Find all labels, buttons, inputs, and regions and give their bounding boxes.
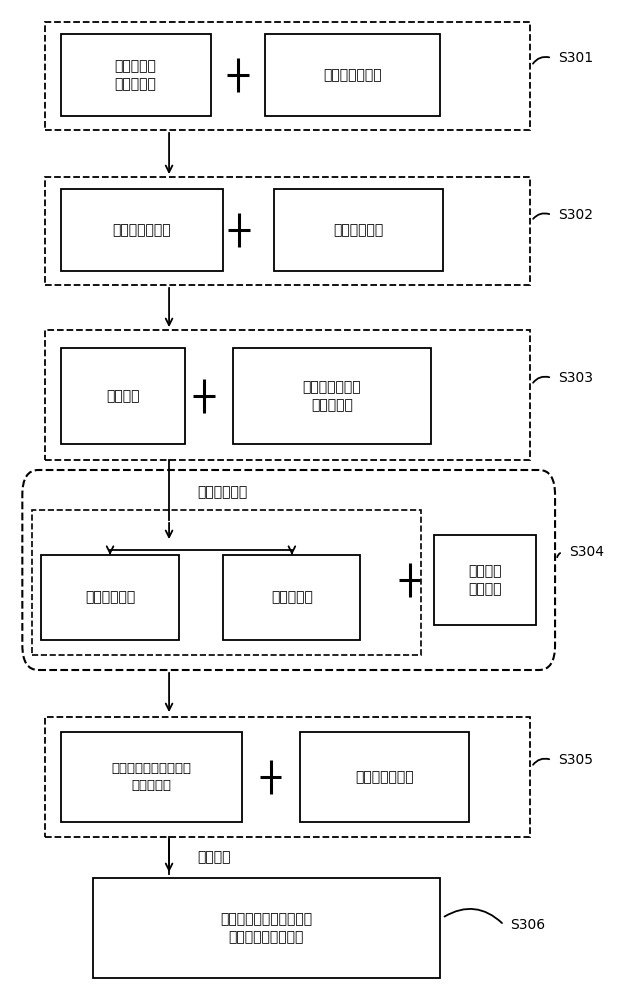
FancyBboxPatch shape <box>434 535 536 625</box>
Text: S301: S301 <box>558 51 593 65</box>
Text: S305: S305 <box>558 753 593 767</box>
FancyBboxPatch shape <box>45 177 530 285</box>
FancyBboxPatch shape <box>265 34 440 116</box>
FancyBboxPatch shape <box>300 732 469 822</box>
Text: 多轴高周疲劳准则下疲
劳寿命评估: 多轴高周疲劳准则下疲 劳寿命评估 <box>112 762 191 792</box>
Text: 瞬时疲劳危险点: 瞬时疲劳危险点 <box>113 223 171 237</box>
Text: 坐标转换: 坐标转换 <box>106 389 140 403</box>
Text: S303: S303 <box>558 371 593 385</box>
Text: 瞬时疲劳危险点
主应力状态: 瞬时疲劳危险点 主应力状态 <box>302 380 361 412</box>
FancyBboxPatch shape <box>93 878 440 978</box>
Text: S306: S306 <box>510 918 545 932</box>
FancyBboxPatch shape <box>45 330 530 460</box>
FancyBboxPatch shape <box>233 348 431 444</box>
FancyBboxPatch shape <box>61 34 211 116</box>
FancyBboxPatch shape <box>223 555 360 640</box>
Text: 临界平面搜索: 临界平面搜索 <box>198 485 248 499</box>
FancyBboxPatch shape <box>22 470 555 670</box>
Text: 有限元寿命结果: 有限元寿命结果 <box>355 770 413 784</box>
Text: 主轴瞬时应
力应变状态: 主轴瞬时应 力应变状态 <box>115 59 156 91</box>
Text: S302: S302 <box>558 208 593 222</box>
FancyBboxPatch shape <box>274 189 443 271</box>
FancyBboxPatch shape <box>45 22 530 130</box>
Text: 多轴高周
疲劳准则: 多轴高周 疲劳准则 <box>468 564 501 596</box>
Text: S304: S304 <box>569 545 604 559</box>
FancyBboxPatch shape <box>32 510 421 655</box>
Text: 剪切应力幅值: 剪切应力幅值 <box>85 590 135 604</box>
FancyBboxPatch shape <box>61 189 223 271</box>
Text: 数据比对: 数据比对 <box>198 850 232 864</box>
Text: 三向应力解析: 三向应力解析 <box>334 223 384 237</box>
FancyBboxPatch shape <box>61 732 242 822</box>
Text: 多轴高周疲劳准则下疲劳
寿命评估结果准确度: 多轴高周疲劳准则下疲劳 寿命评估结果准确度 <box>220 912 313 944</box>
FancyBboxPatch shape <box>61 348 185 444</box>
Text: 有限元寿命结果: 有限元寿命结果 <box>323 68 382 82</box>
Text: 最大正应力: 最大正应力 <box>271 590 313 604</box>
FancyBboxPatch shape <box>41 555 179 640</box>
FancyBboxPatch shape <box>45 717 530 837</box>
